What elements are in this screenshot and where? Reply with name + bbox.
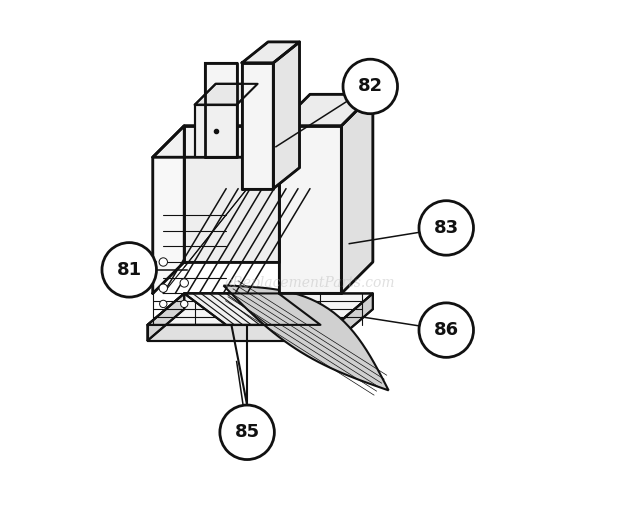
Polygon shape xyxy=(148,293,184,341)
Text: eReplacementParts.com: eReplacementParts.com xyxy=(224,276,396,290)
Text: 85: 85 xyxy=(234,423,260,441)
Polygon shape xyxy=(184,126,278,262)
Polygon shape xyxy=(336,293,373,341)
Polygon shape xyxy=(242,63,273,189)
Circle shape xyxy=(419,303,474,357)
Polygon shape xyxy=(205,63,237,157)
Text: 82: 82 xyxy=(358,78,383,95)
Polygon shape xyxy=(195,105,237,157)
Polygon shape xyxy=(278,94,373,126)
Polygon shape xyxy=(195,84,257,105)
Polygon shape xyxy=(342,94,373,293)
Circle shape xyxy=(159,284,167,292)
Text: 86: 86 xyxy=(433,321,459,339)
Polygon shape xyxy=(153,126,278,157)
Circle shape xyxy=(102,243,156,297)
Polygon shape xyxy=(278,126,342,293)
Polygon shape xyxy=(148,325,336,341)
Circle shape xyxy=(180,279,188,287)
Circle shape xyxy=(220,405,275,460)
Circle shape xyxy=(180,300,188,308)
Circle shape xyxy=(343,59,397,114)
Text: 83: 83 xyxy=(433,219,459,237)
Circle shape xyxy=(419,201,474,255)
Polygon shape xyxy=(273,42,299,189)
Text: 81: 81 xyxy=(117,261,142,279)
Polygon shape xyxy=(153,126,184,293)
Circle shape xyxy=(159,258,167,266)
Circle shape xyxy=(159,300,167,308)
Polygon shape xyxy=(242,42,299,63)
Polygon shape xyxy=(184,293,321,325)
Polygon shape xyxy=(148,293,373,325)
Polygon shape xyxy=(224,286,389,390)
